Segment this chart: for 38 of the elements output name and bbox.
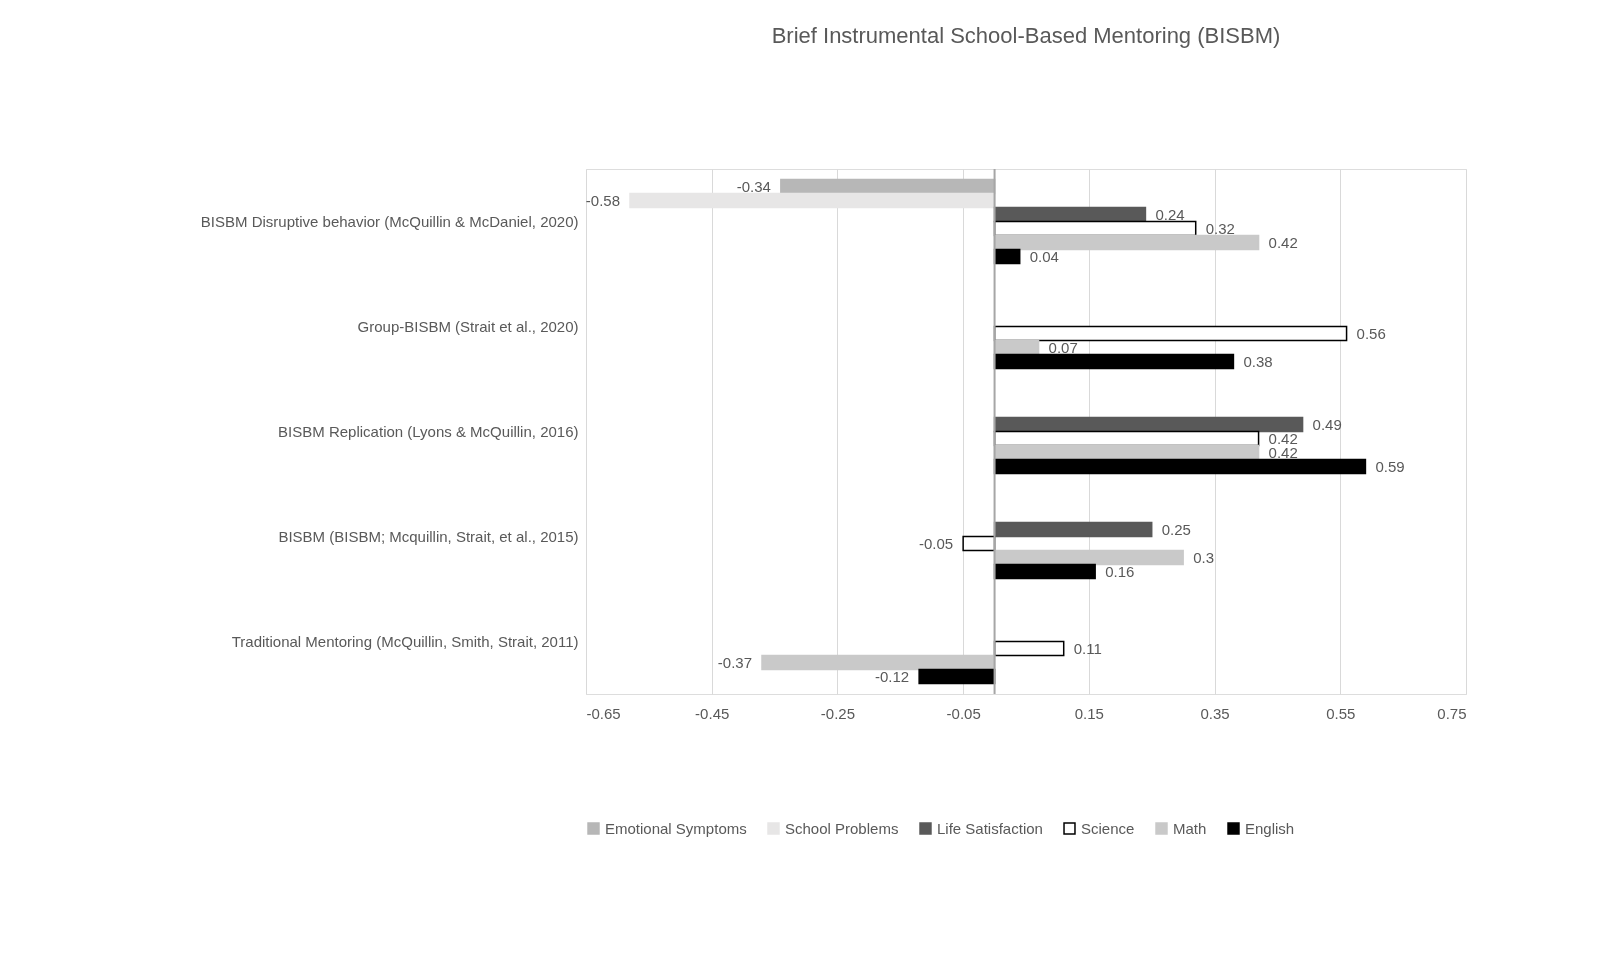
data-label: 0.16	[1105, 562, 1135, 580]
data-label: -0.37	[717, 653, 752, 671]
data-label: 0.49	[1312, 415, 1342, 433]
legend-label: Math	[1173, 819, 1207, 837]
x-tick-label: -0.45	[695, 704, 730, 722]
data-label: 0.42	[1268, 233, 1298, 251]
x-tick-label: 0.35	[1200, 704, 1230, 722]
data-label: -0.05	[918, 534, 954, 552]
data-label: 0.56	[1356, 324, 1386, 342]
data-label: 0.04	[1029, 247, 1059, 265]
data-label: -0.12	[874, 667, 910, 685]
x-tick-label: -0.25	[820, 704, 856, 722]
data-label: 0.07	[1048, 338, 1078, 356]
data-label: 0.25	[1161, 520, 1191, 538]
x-tick-label: -0.05	[946, 704, 981, 722]
data-label: 0.59	[1375, 457, 1405, 475]
data-label: 0.3	[1193, 548, 1214, 566]
legend-label: Life Satisfaction	[937, 819, 1043, 837]
data-label: 0.38	[1243, 352, 1273, 370]
x-tick-label: 0.75	[1437, 704, 1467, 722]
legend-label: Emotional Symptoms	[605, 819, 747, 837]
legend-label: English	[1245, 819, 1295, 837]
y-tick-label: Traditional Mentoring (McQuillin, Smith, Strait, 2011)	[231, 632, 579, 650]
y-tick-label: BISBM (BISBM; Mcquillin, Strait, et al., 2015)	[278, 527, 579, 545]
x-tick-label: 0.15	[1074, 704, 1104, 722]
chart-title: Brief Instrumental School-Based Mentoring (BISBM)	[771, 23, 1281, 48]
data-label: -0.58	[585, 191, 620, 209]
y-tick-label: BISBM Replication (Lyons & McQuillin, 2016)	[278, 422, 579, 440]
x-tick-label: 0.55	[1326, 704, 1356, 722]
data-label: 0.24	[1155, 205, 1185, 223]
data-label: 0.32	[1205, 219, 1235, 237]
data-label: -0.34	[736, 177, 771, 195]
y-tick-label: Group-BISBM (Strait et al., 2020)	[357, 317, 579, 335]
legend-label: School Problems	[785, 819, 899, 837]
data-label: 0.11	[1073, 639, 1102, 657]
x-tick-label: -0.65	[586, 704, 621, 722]
y-tick-label: BISBM Disruptive behavior (McQuillin & McDaniel, 2020)	[200, 212, 579, 230]
legend-label: Science	[1081, 819, 1135, 837]
